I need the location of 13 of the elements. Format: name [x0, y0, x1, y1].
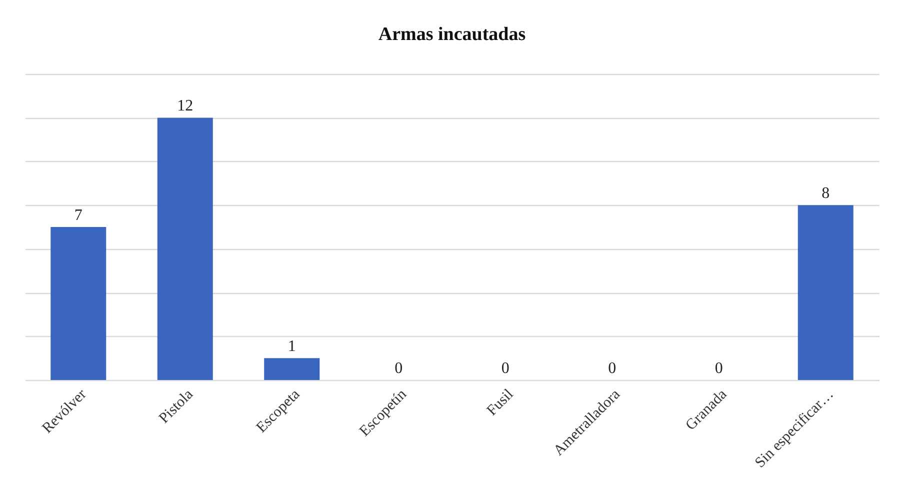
data-label: 1: [288, 338, 296, 356]
bar: [798, 205, 854, 380]
bar: [264, 358, 320, 380]
data-label: 12: [177, 98, 194, 115]
bar: [50, 227, 106, 380]
data-label: 8: [822, 185, 830, 202]
chart-title: Armas incautadas: [378, 24, 526, 45]
data-label: 0: [394, 360, 403, 377]
data-label: 0: [714, 360, 723, 377]
data-label: 0: [501, 360, 510, 377]
data-label: 0: [608, 360, 616, 377]
bar: [157, 118, 213, 380]
data-label: 7: [74, 207, 82, 224]
